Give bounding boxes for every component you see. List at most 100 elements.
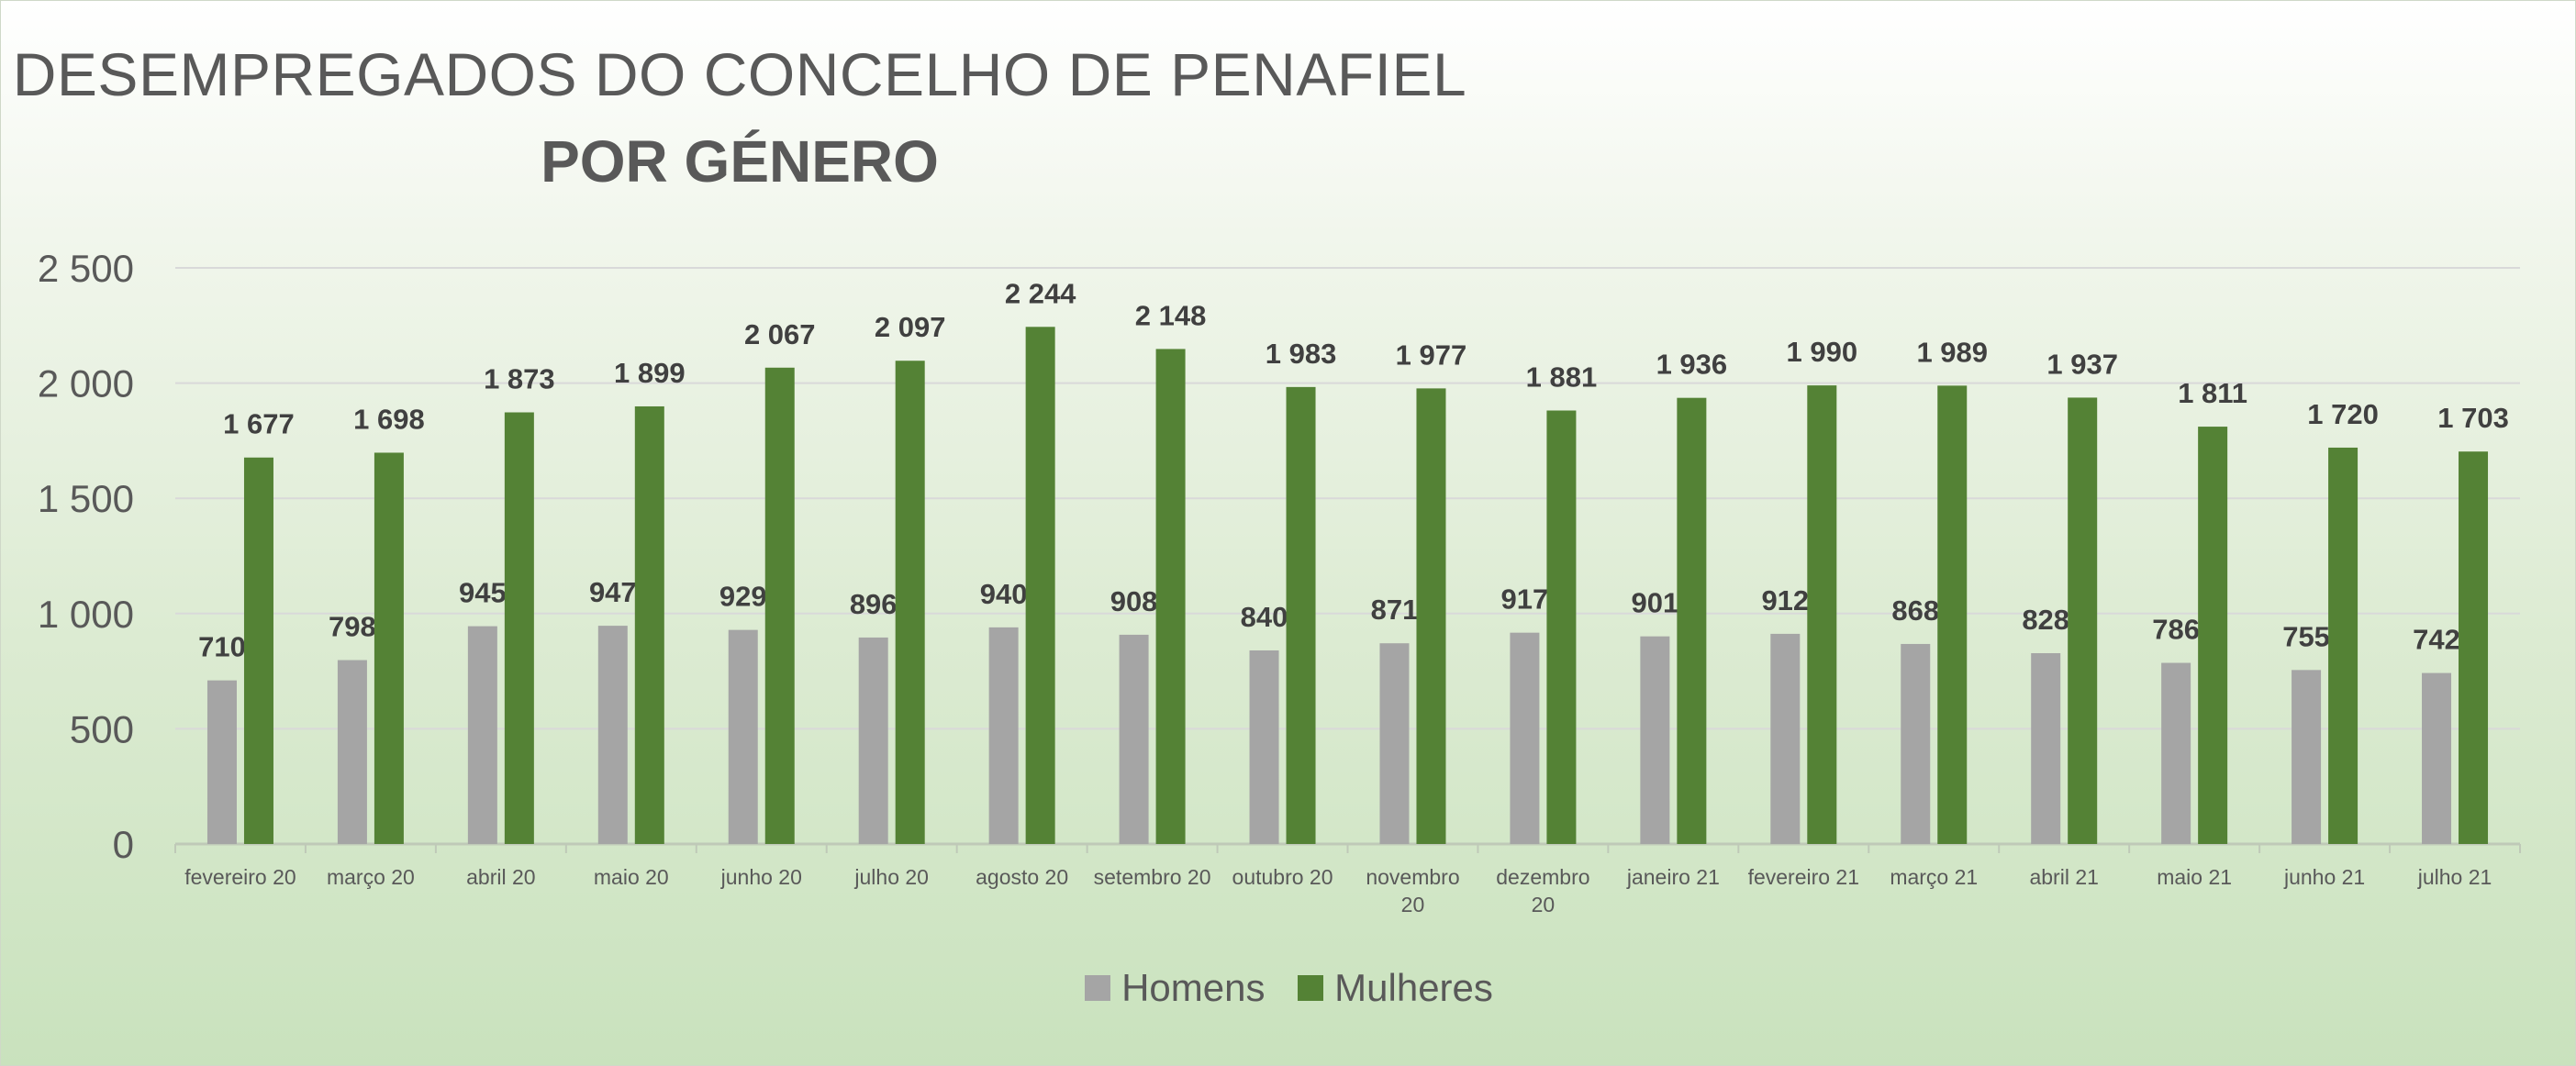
data-label-homens: 742: [2413, 624, 2460, 656]
y-tick-label: 2 500: [38, 247, 134, 290]
data-label-mulheres: 1 873: [484, 363, 555, 395]
x-tick-label: outubro 20: [1232, 865, 1333, 889]
bar-mulheres: [2459, 451, 2489, 844]
bar-homens: [2031, 653, 2061, 844]
x-tick-label: novembro: [1366, 865, 1459, 889]
bar-homens: [988, 627, 1019, 844]
bar-homens: [1379, 643, 1410, 844]
x-tick-label: 20: [1532, 893, 1556, 916]
data-label-homens: 868: [1891, 594, 1939, 627]
bar-homens: [2422, 672, 2452, 844]
y-tick-label: 1 500: [38, 477, 134, 520]
x-tick-label: julho 21: [2417, 865, 2492, 889]
data-label-homens: 912: [1761, 584, 1809, 616]
x-tick-label: fevereiro 21: [1748, 865, 1859, 889]
data-label-homens: 917: [1501, 583, 1549, 616]
data-label-homens: 945: [459, 577, 507, 609]
bar-homens: [858, 637, 888, 844]
x-tick-label: março 21: [1890, 865, 1978, 889]
y-tick-label: 2 000: [38, 362, 134, 405]
x-tick-label: maio 21: [2157, 865, 2232, 889]
y-tick-label: 0: [113, 823, 134, 866]
bar-homens: [1640, 636, 1670, 844]
bar-homens: [467, 626, 497, 844]
bar-homens: [2161, 662, 2191, 844]
x-tick-label: junho 21: [2283, 865, 2365, 889]
bar-mulheres: [1025, 327, 1055, 844]
data-label-mulheres: 1 703: [2437, 402, 2509, 434]
data-label-homens: 755: [2282, 620, 2330, 652]
chart-legend: Homens Mulheres: [1, 966, 2575, 1010]
x-tick-label: junho 20: [720, 865, 802, 889]
bar-homens: [1770, 633, 1801, 844]
y-tick-label: 500: [70, 707, 134, 750]
x-tick-label: dezembro: [1496, 865, 1589, 889]
bar-mulheres: [634, 405, 664, 844]
bar-mulheres: [895, 361, 925, 844]
data-label-mulheres: 1 983: [1266, 338, 1337, 370]
data-label-mulheres: 1 811: [2178, 377, 2247, 409]
y-tick-label: 1 000: [38, 593, 134, 636]
x-tick-label: janeiro 21: [1626, 865, 1720, 889]
legend-item-homens: Homens: [1085, 966, 1265, 1010]
bar-mulheres: [1546, 410, 1577, 844]
legend-label-mulheres: Mulheres: [1334, 966, 1493, 1009]
bar-homens: [1119, 634, 1149, 844]
bar-mulheres: [1286, 386, 1316, 844]
data-label-mulheres: 2 067: [744, 318, 816, 350]
legend-swatch-mulheres: [1298, 975, 1324, 1001]
data-label-mulheres: 1 990: [1787, 336, 1858, 368]
data-label-mulheres: 1 698: [353, 403, 425, 435]
x-tick-label: setembro 20: [1094, 865, 1211, 889]
bar-mulheres: [2328, 447, 2359, 844]
x-tick-label: março 20: [327, 865, 415, 889]
x-tick-label: abril 20: [466, 865, 535, 889]
x-tick-label: 20: [1401, 893, 1425, 916]
bar-homens: [206, 680, 237, 844]
legend-item-mulheres: Mulheres: [1298, 966, 1493, 1010]
data-label-homens: 901: [1631, 587, 1678, 619]
bar-mulheres: [243, 457, 273, 844]
bar-mulheres: [1807, 385, 1837, 844]
data-label-homens: 908: [1110, 585, 1158, 617]
bar-mulheres: [764, 367, 795, 844]
x-tick-label: abril 21: [2029, 865, 2098, 889]
bar-homens: [1901, 643, 1931, 844]
bar-mulheres: [2198, 427, 2228, 844]
data-label-homens: 940: [980, 578, 1028, 610]
bar-mulheres: [1416, 388, 1446, 844]
data-label-mulheres: 2 148: [1135, 299, 1207, 331]
data-label-mulheres: 1 677: [223, 408, 295, 440]
data-label-mulheres: 1 720: [2307, 398, 2379, 430]
bar-homens: [2292, 670, 2322, 844]
data-label-mulheres: 1 989: [1916, 336, 1988, 368]
bar-homens: [1510, 632, 1540, 844]
legend-swatch-homens: [1085, 975, 1111, 1001]
chart-title: DESEMPREGADOS DO CONCELHO DE PENAFIEL: [12, 40, 1467, 108]
bar-mulheres: [374, 452, 404, 844]
data-label-mulheres: 1 881: [1526, 361, 1598, 393]
bar-mulheres: [1155, 349, 1186, 845]
data-label-homens: 840: [1241, 601, 1288, 633]
bar-mulheres: [2068, 397, 2098, 844]
data-label-homens: 947: [589, 576, 637, 608]
data-label-mulheres: 2 244: [1005, 277, 1076, 309]
data-label-mulheres: 1 899: [614, 357, 686, 389]
legend-label-homens: Homens: [1121, 966, 1266, 1009]
data-label-mulheres: 1 937: [2046, 348, 2118, 380]
data-label-mulheres: 1 936: [1656, 349, 1728, 381]
bar-mulheres: [504, 412, 534, 844]
data-label-homens: 798: [329, 611, 376, 643]
bar-homens: [337, 660, 367, 844]
data-label-homens: 896: [850, 588, 898, 620]
chart-subtitle: POR GÉNERO: [541, 128, 939, 194]
bar-homens: [597, 626, 628, 844]
data-label-mulheres: 2 097: [875, 311, 946, 343]
x-tick-label: maio 20: [594, 865, 669, 889]
data-label-homens: 710: [198, 631, 246, 663]
data-label-homens: 786: [2152, 614, 2200, 646]
data-label-homens: 828: [2022, 604, 2069, 636]
x-tick-label: julho 20: [853, 865, 929, 889]
bar-homens: [1249, 650, 1279, 844]
